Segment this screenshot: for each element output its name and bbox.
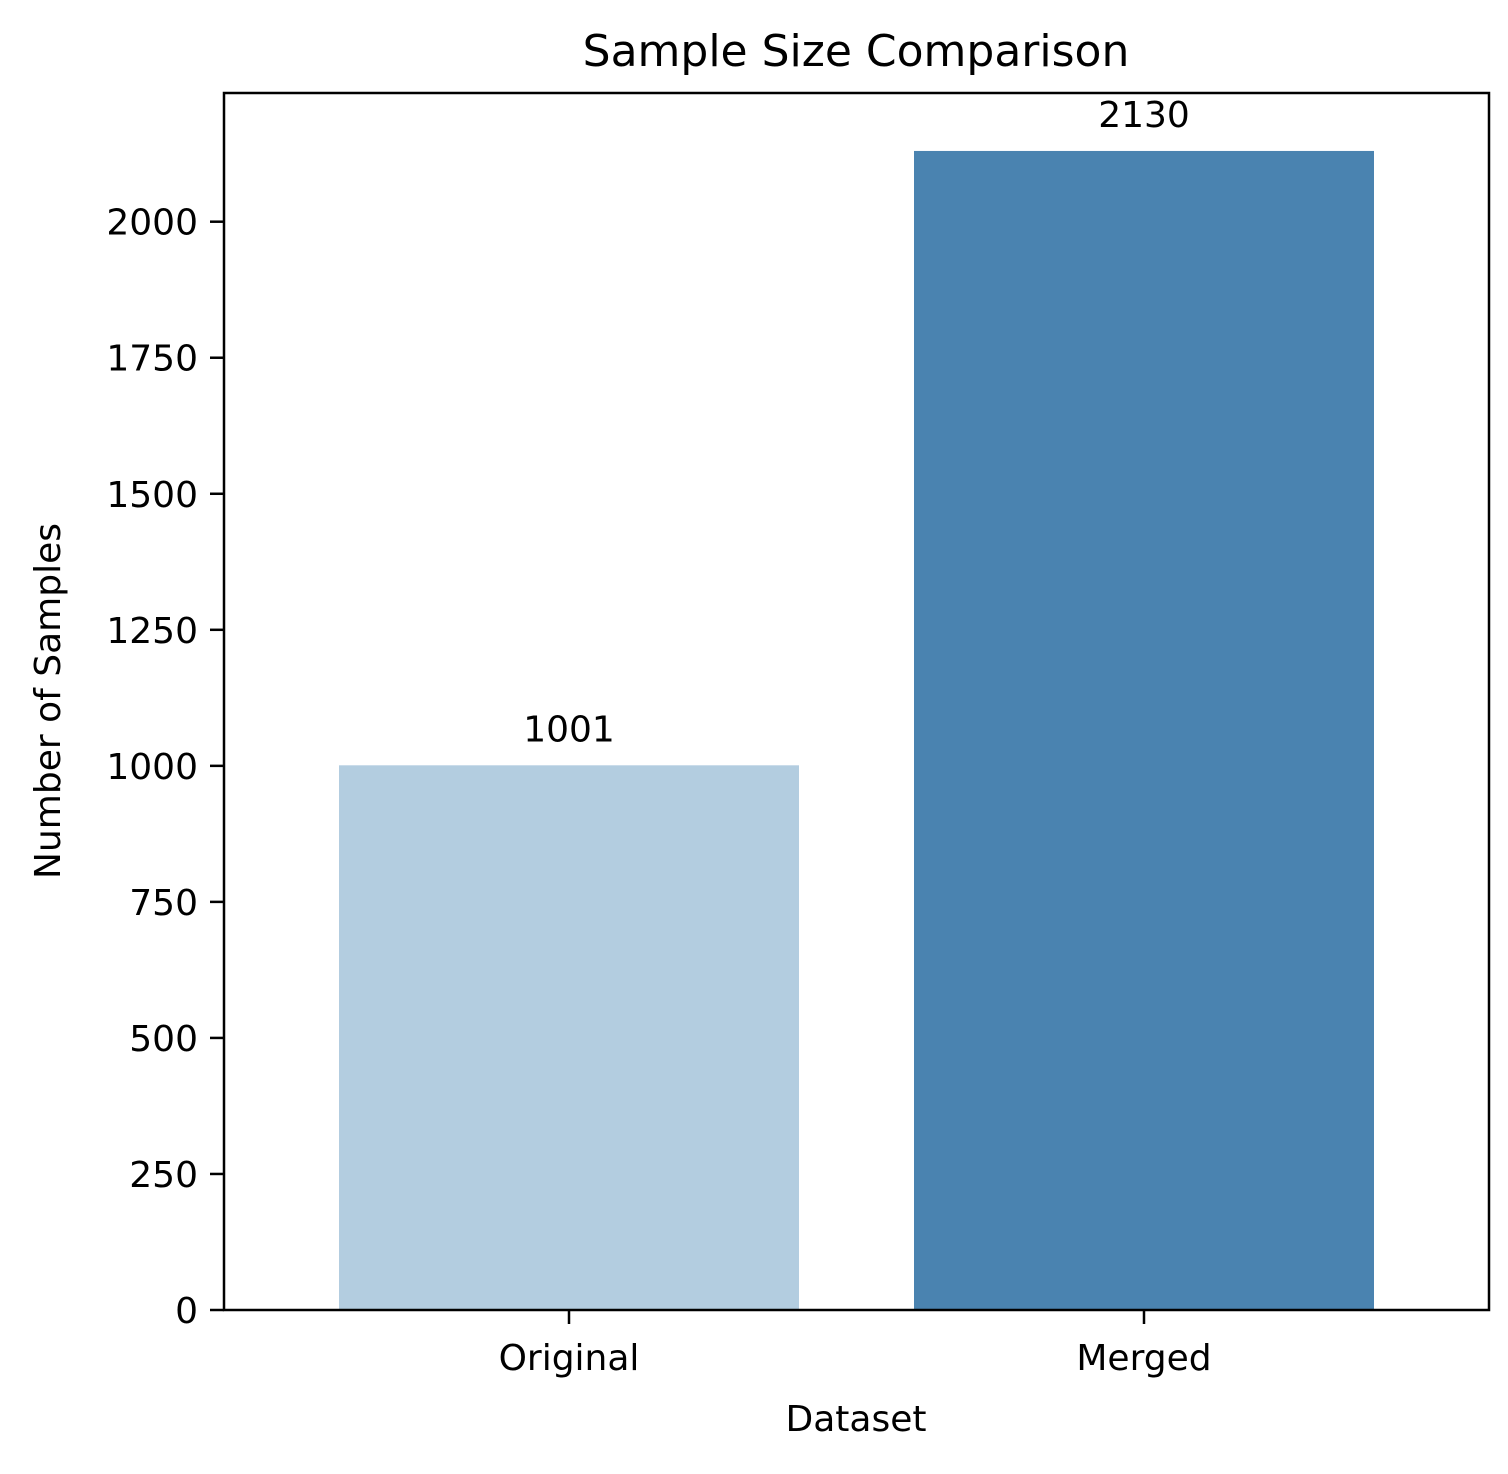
y-tick-label: 750 [129, 883, 198, 924]
bar-merged [914, 150, 1374, 1310]
y-tick-label: 0 [175, 1291, 198, 1332]
y-tick-label: 250 [129, 1155, 198, 1196]
y-tick-label: 1500 [106, 475, 198, 516]
data-label-original: 1001 [523, 709, 615, 750]
x-tick-label: Merged [1076, 1338, 1211, 1379]
plot-frame [222, 91, 1491, 1312]
data-labels-layer: 1001 2130 [523, 95, 1190, 750]
bar-original [339, 765, 799, 1310]
bars-layer [339, 150, 1374, 1310]
chart-title: Sample Size Comparison [583, 26, 1130, 77]
y-tick-label: 500 [129, 1019, 198, 1060]
x-tick-label: Original [499, 1338, 640, 1379]
y-tick-label: 2000 [106, 203, 198, 244]
x-axis: Original Merged [499, 1310, 1212, 1379]
y-tick-label: 1250 [106, 611, 198, 652]
y-axis-label: Number of Samples [28, 523, 69, 879]
y-tick-label: 1750 [106, 339, 198, 380]
y-tick-label: 1000 [106, 747, 198, 788]
x-axis-label: Dataset [786, 1399, 927, 1440]
y-axis: 0 250 500 750 1000 1250 1500 1750 2000 [106, 203, 224, 1332]
data-label-merged: 2130 [1098, 95, 1190, 136]
